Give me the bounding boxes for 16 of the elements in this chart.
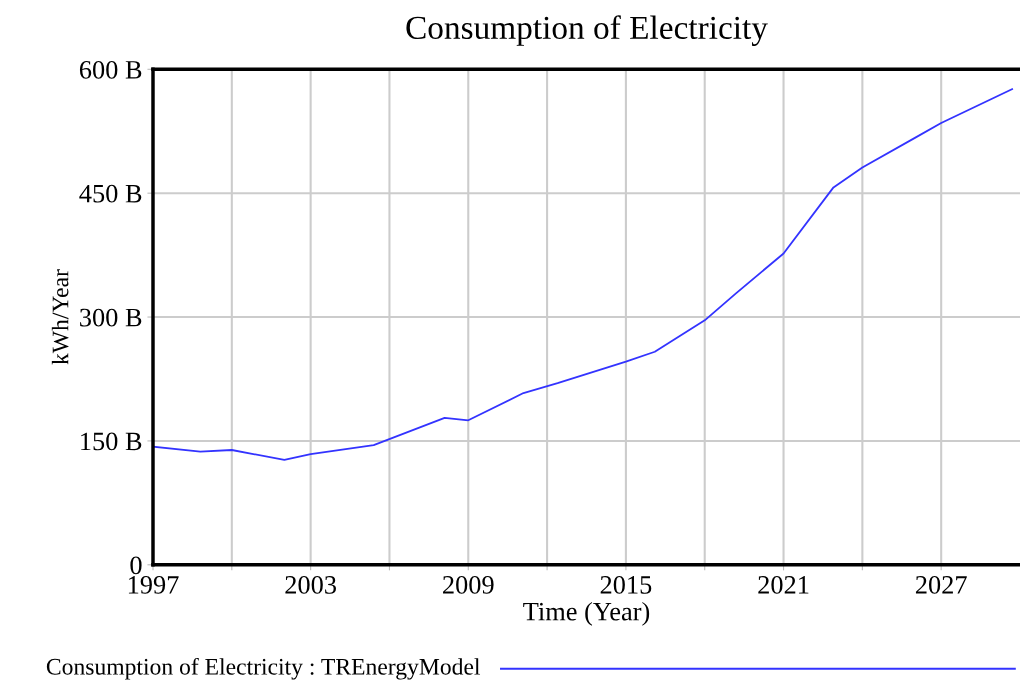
x-tick-label: 2021	[758, 575, 809, 594]
x-tick-label: 2009	[443, 575, 494, 594]
x-tick-label: 1997	[128, 576, 179, 594]
y-tick-label: 0	[130, 556, 142, 575]
y-tick-label: 300 B	[80, 308, 142, 327]
y-tick-label: 450 B	[79, 184, 142, 203]
chart-title: Consumption of Electricity	[406, 15, 768, 46]
y-axis-title: kWh/Year	[51, 269, 69, 365]
y-tick-label: 600 B	[79, 60, 142, 79]
x-axis-title: Time (Year)	[523, 601, 650, 626]
x-tick-label: 2015	[600, 575, 652, 594]
x-tick-label: 2003	[285, 575, 336, 594]
y-tick-label: 150 B	[81, 432, 142, 451]
text: Consumption of Electricity : TREnergyModel	[46, 657, 481, 680]
x-tick-label: 2027	[915, 575, 967, 594]
line-series	[152, 88, 1014, 461]
